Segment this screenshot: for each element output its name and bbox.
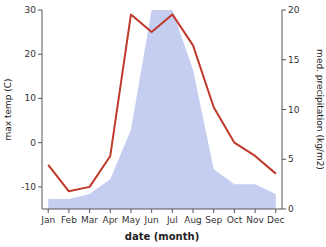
y-tick-label: 0 <box>30 138 36 148</box>
x-tick <box>151 209 152 213</box>
y-tick <box>38 54 42 55</box>
y2-tick-label: 0 <box>288 204 294 214</box>
y2-tick <box>282 59 286 60</box>
x-tick-label: Dec <box>267 215 284 225</box>
y-tick <box>38 98 42 99</box>
x-tick-label: Nov <box>246 215 264 225</box>
x-tick <box>68 209 69 213</box>
x-tick-label: Sep <box>205 215 222 225</box>
y2-tick <box>282 10 286 11</box>
y-tick-label: 20 <box>25 49 37 59</box>
chart: -10 0 10 20 30 0 5 10 15 20 Jan Feb Mar Apr MayJun Jul A… <box>0 0 326 247</box>
y2-tick <box>282 209 286 210</box>
x-tick <box>89 209 90 213</box>
y2-tick-label: 5 <box>288 154 294 164</box>
y-tick <box>38 10 42 11</box>
x-tick-label: Jul <box>166 215 178 225</box>
x-tick <box>110 209 111 213</box>
x-tick <box>48 209 49 213</box>
x-tick <box>275 209 276 213</box>
y2-tick-label: 15 <box>288 55 299 65</box>
x-tick <box>234 209 235 213</box>
y-tick-label: 10 <box>25 93 37 103</box>
y-axis <box>42 10 43 209</box>
precip-area <box>48 10 276 209</box>
y2-tick <box>282 109 286 110</box>
x-tick-label: Apr <box>102 215 118 225</box>
x-tick <box>130 209 131 213</box>
x-tick <box>172 209 173 213</box>
x-tick <box>255 209 256 213</box>
y2-axis-label: med. precipitation (kg/m2) <box>315 49 325 170</box>
x-tick-label: Mar <box>81 215 98 225</box>
y2-tick-label: 20 <box>288 5 300 15</box>
x-axis <box>42 209 282 210</box>
x-tick-label: Oct <box>227 215 243 225</box>
x-tick-label: May <box>122 215 141 225</box>
y-tick-label: -10 <box>21 182 36 192</box>
y-tick-label: 30 <box>25 5 37 15</box>
y2-tick-label: 10 <box>288 105 300 115</box>
x-tick-label: Aug <box>184 215 202 225</box>
x-tick <box>193 209 194 213</box>
x-tick-label: Jun <box>144 215 159 225</box>
y-tick <box>38 186 42 187</box>
y2-tick <box>282 159 286 160</box>
y-axis-label: max temp (C) <box>3 78 13 140</box>
y-tick <box>38 142 42 143</box>
plot-area <box>48 10 276 209</box>
x-axis-label: date (month) <box>125 231 199 242</box>
x-tick-label: Jan <box>40 215 55 225</box>
x-tick <box>213 209 214 213</box>
x-tick-label: Feb <box>61 215 77 225</box>
temp-line <box>48 14 276 191</box>
